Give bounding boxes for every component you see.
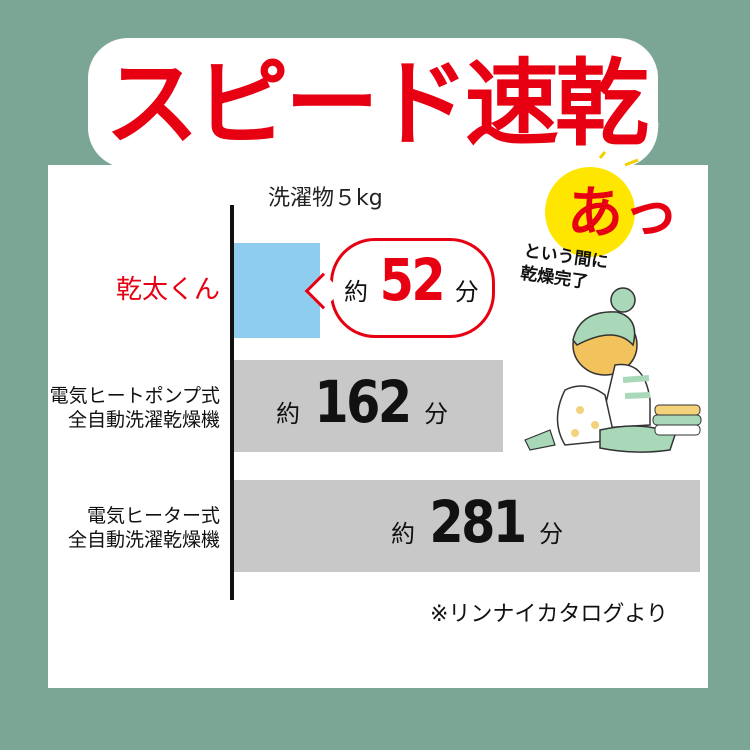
badge-circle <box>545 167 635 257</box>
category-label-heatpump: 電気ヒートポンプ式 全自動洗濯乾燥機 <box>49 385 220 431</box>
badge-big-text: あっ <box>567 181 679 246</box>
value-label-kanta: 約 52 分 <box>344 246 479 314</box>
highlight-callout <box>330 238 495 338</box>
woman-folding-laundry-illustration: あっ という間に 乾燥完了 <box>519 151 702 453</box>
sparkle-lines <box>598 151 639 167</box>
load-label: 洗濯物５kg <box>268 186 383 211</box>
bar-heater <box>234 480 700 572</box>
category-label-heater: 電気ヒーター式 全自動洗濯乾燥機 <box>67 505 220 551</box>
page-title: スピード速乾 <box>104 50 649 159</box>
chart-axis <box>230 205 234 600</box>
bar-heatpump <box>234 360 503 452</box>
source-note: ※リンナイカタログより <box>430 602 668 627</box>
value-label-heatpump: 約 162 分 <box>276 368 449 436</box>
title-backdrop <box>88 38 658 168</box>
value-label-heater: 約 281 分 <box>391 488 564 556</box>
category-label-kanta: 乾太くん <box>115 275 220 305</box>
